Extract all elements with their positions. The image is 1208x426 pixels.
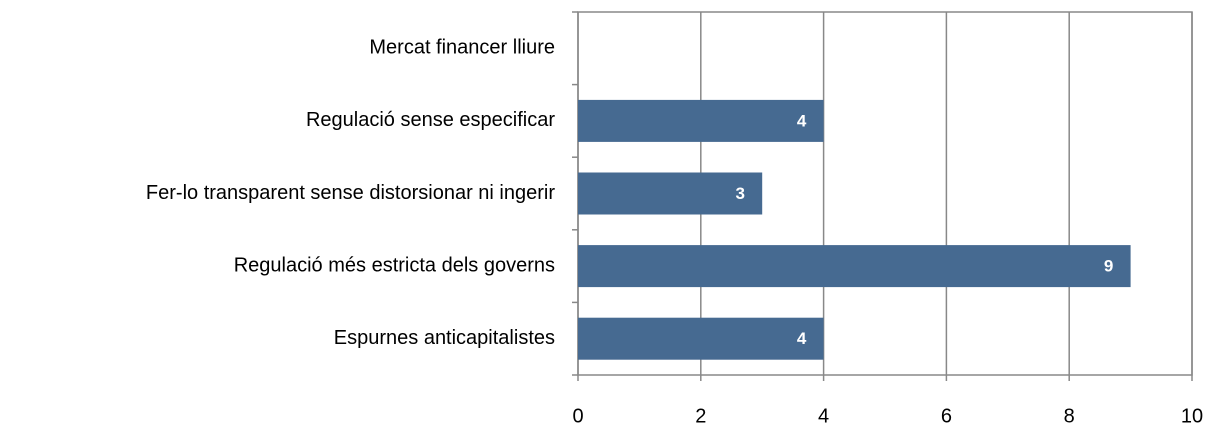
x-tick-label: 8 (1064, 405, 1075, 426)
x-tick-label: 4 (818, 405, 829, 426)
bar (578, 172, 763, 215)
data-label: 3 (735, 184, 744, 203)
y-tick-label: Espurnes anticapitalistes (334, 327, 555, 349)
y-tick-label: Fer-lo transparent sense distorsionar ni… (146, 182, 555, 204)
x-tick-label: 10 (1181, 405, 1203, 426)
y-tick-label: Regulació més estricta dels governs (234, 254, 555, 276)
data-label: 4 (797, 111, 807, 130)
y-tick-label: Regulació sense especificar (306, 109, 555, 131)
data-label: 9 (1104, 257, 1113, 276)
data-label: 4 (797, 329, 807, 348)
bar (578, 317, 824, 360)
x-tick-label: 6 (941, 405, 952, 426)
y-tick-label: Mercat financer lliure (369, 37, 555, 59)
x-tick-label: 0 (572, 405, 583, 426)
bar (578, 245, 1131, 288)
bar (578, 99, 824, 142)
x-tick-label: 2 (695, 405, 706, 426)
